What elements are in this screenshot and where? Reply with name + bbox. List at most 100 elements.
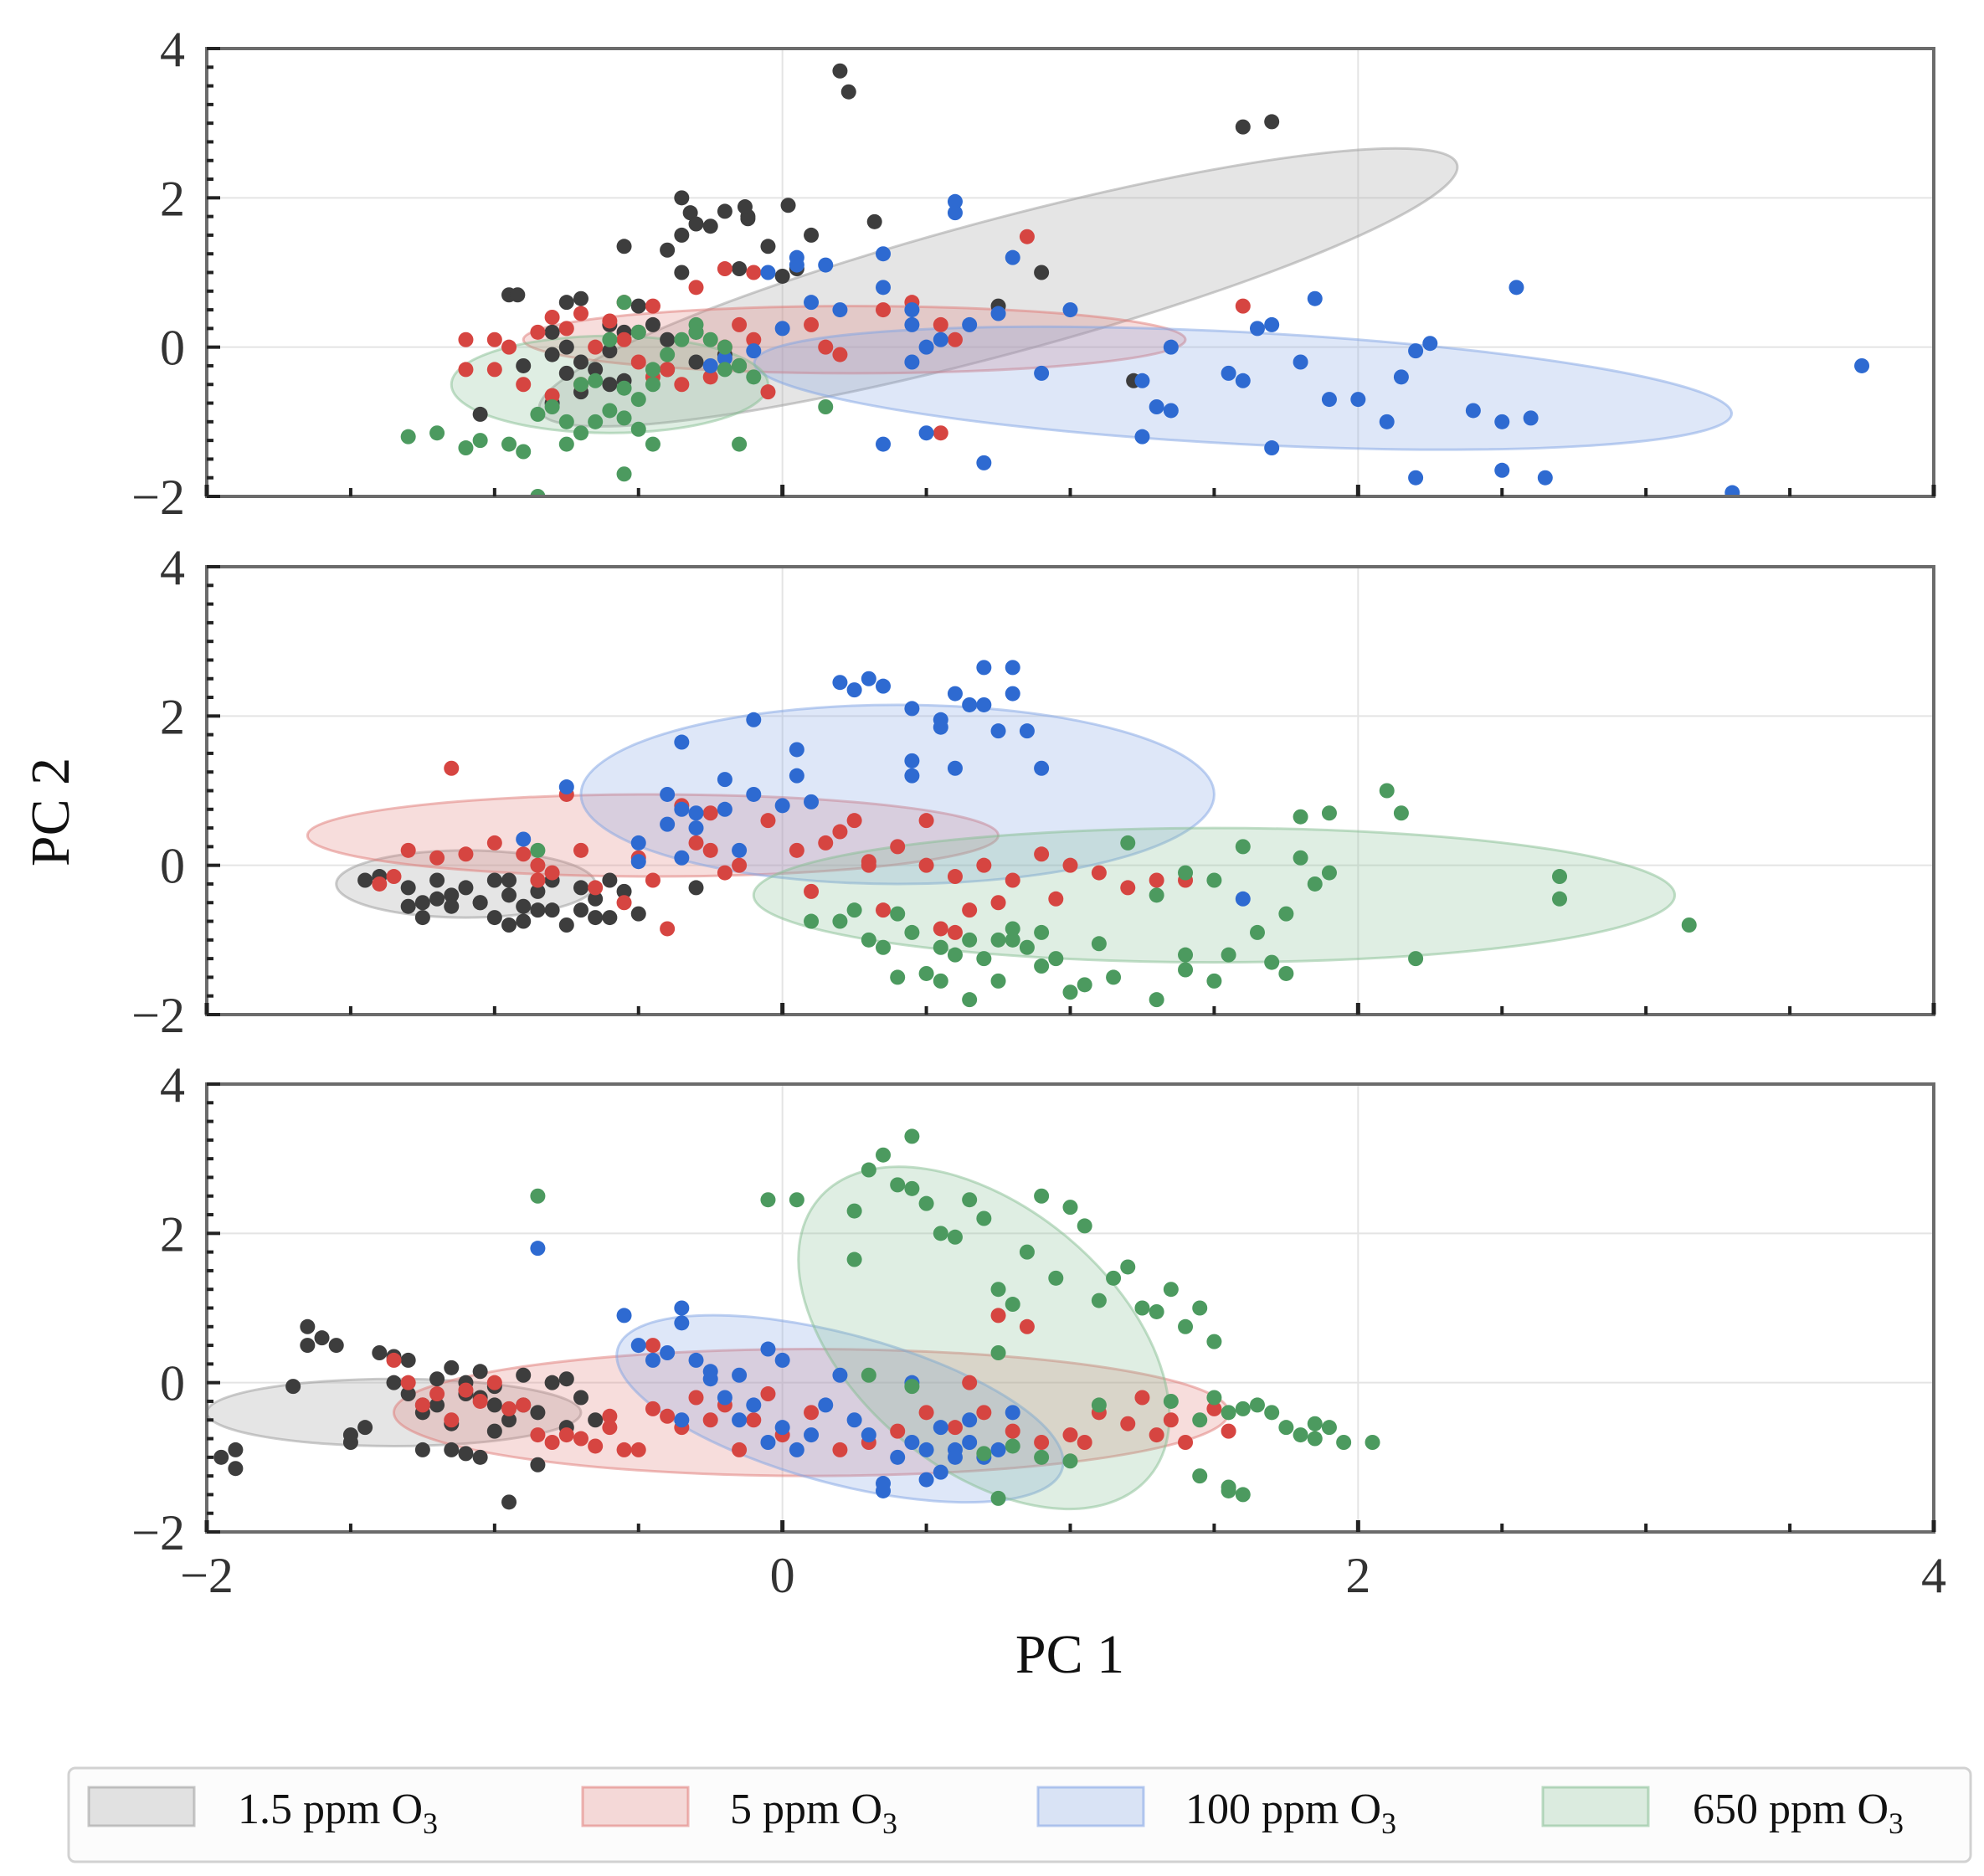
data-point: [386, 1375, 402, 1390]
data-point: [947, 193, 963, 209]
data-point: [573, 1390, 589, 1406]
data-point: [558, 295, 574, 311]
data-point: [544, 902, 560, 918]
data-point: [674, 227, 690, 243]
x-axis-label: PC 1: [1015, 1624, 1124, 1685]
data-point: [918, 813, 934, 829]
data-point: [1293, 1427, 1308, 1443]
data-point: [1019, 1318, 1035, 1334]
data-point: [516, 831, 532, 847]
data-point: [846, 1203, 862, 1219]
data-point: [933, 921, 948, 937]
data-point: [630, 298, 646, 314]
data-point: [947, 760, 963, 776]
data-point: [1192, 1468, 1208, 1484]
data-point: [544, 865, 560, 881]
data-point: [737, 199, 753, 215]
data-point: [774, 1420, 790, 1436]
data-point: [660, 921, 676, 937]
data-point: [1005, 249, 1020, 265]
data-point: [688, 820, 704, 836]
data-point: [357, 872, 373, 888]
data-point: [962, 902, 978, 918]
legend-entry-1-5-ppm: 1.5 ppm O3: [87, 1786, 438, 1840]
data-point: [1393, 805, 1409, 821]
data-point: [1005, 872, 1020, 888]
data-point: [732, 857, 748, 873]
data-point: [414, 910, 430, 926]
data-point: [832, 347, 848, 362]
data-point: [861, 671, 876, 686]
data-point: [1278, 906, 1294, 922]
data-point: [472, 895, 488, 911]
data-point: [760, 265, 776, 280]
data-point: [285, 1379, 301, 1395]
data-point: [1221, 365, 1236, 381]
data-point: [918, 1195, 934, 1211]
data-point: [702, 805, 718, 821]
data-point: [702, 842, 718, 858]
data-point: [588, 880, 604, 896]
data-point: [544, 1375, 560, 1390]
data-point: [1120, 1259, 1136, 1275]
scatter-series-4: [400, 295, 834, 496]
data-point: [674, 265, 690, 280]
data-point: [861, 1162, 876, 1178]
data-point: [1149, 1303, 1164, 1319]
data-point: [1062, 1427, 1078, 1443]
legend-entry-100-ppm: 100 ppm O3: [1036, 1786, 1396, 1840]
data-point: [962, 1412, 978, 1428]
data-point: [616, 380, 632, 396]
data-point: [1249, 321, 1265, 337]
data-point: [516, 377, 532, 393]
data-point: [630, 1338, 646, 1354]
data-point: [890, 1423, 906, 1439]
data-point: [501, 1494, 517, 1510]
data-point: [732, 316, 748, 332]
data-point: [861, 1367, 876, 1383]
data-point: [1149, 399, 1164, 414]
data-point: [1465, 403, 1481, 419]
data-point: [458, 362, 474, 378]
data-point: [789, 257, 804, 273]
data-point: [876, 939, 892, 955]
legend-entry-650-ppm: 650 ppm O3: [1541, 1786, 1904, 1840]
data-point: [602, 377, 618, 393]
data-point: [400, 880, 416, 896]
y-axis-label: PC 2: [20, 758, 81, 866]
data-point: [1249, 1397, 1265, 1413]
y-tick-label: −2: [131, 470, 185, 525]
data-point: [876, 246, 892, 262]
data-point: [530, 842, 546, 858]
data-point: [688, 1390, 704, 1406]
data-point: [1062, 984, 1078, 1000]
data-point: [990, 1308, 1006, 1323]
data-point: [530, 324, 546, 340]
data-point: [544, 324, 560, 340]
data-point: [688, 280, 704, 296]
data-point: [544, 1435, 560, 1450]
data-point: [674, 332, 690, 347]
scatter-series-3: [530, 1241, 1020, 1498]
data-point: [890, 906, 906, 922]
data-point: [904, 1435, 920, 1450]
data-point: [717, 203, 732, 219]
data-point: [602, 403, 618, 419]
data-point: [530, 1405, 546, 1421]
data-point: [976, 951, 992, 967]
data-point: [458, 440, 474, 456]
data-point: [1062, 857, 1078, 873]
data-point: [876, 436, 892, 452]
data-point: [947, 686, 963, 702]
data-point: [846, 682, 862, 698]
data-point: [804, 227, 820, 243]
data-point: [962, 992, 978, 1008]
data-point: [630, 906, 646, 922]
scatter-series-2: [386, 1308, 1236, 1457]
data-point: [1005, 921, 1020, 937]
data-point: [1321, 865, 1337, 881]
data-point: [990, 1345, 1006, 1360]
data-point: [732, 1412, 748, 1428]
data-point: [444, 760, 460, 776]
data-point: [530, 902, 546, 918]
